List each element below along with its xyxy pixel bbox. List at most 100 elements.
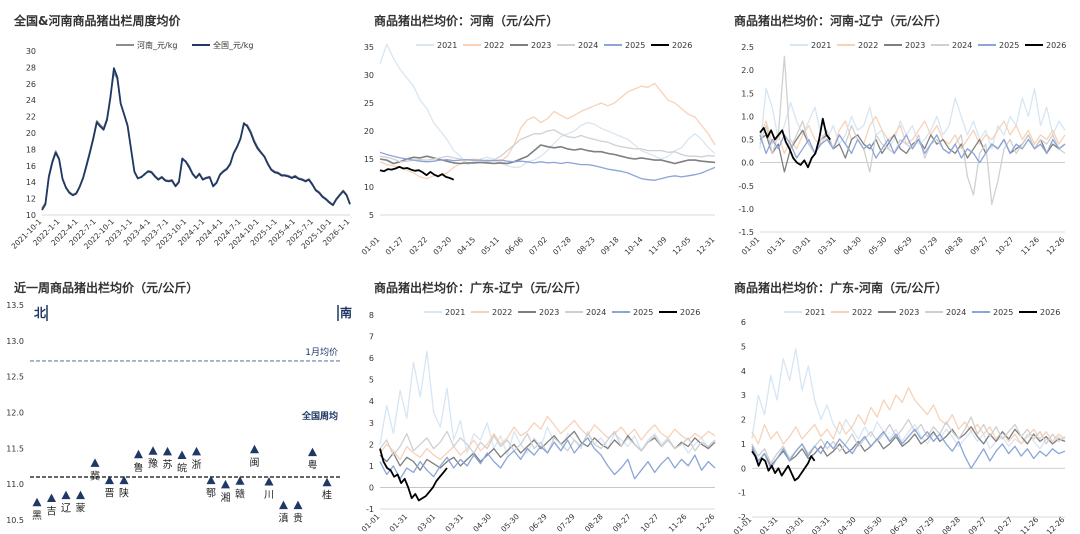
x-tick-label: 07-29	[555, 512, 577, 534]
x-tick-label: 09-27	[611, 512, 633, 534]
y-tick-label: 30	[26, 47, 36, 56]
y-tick-label: 4	[369, 397, 374, 406]
y-tick-label: 5	[369, 211, 374, 220]
y-tick-label: 1	[369, 462, 374, 471]
y-tick-label: -1	[738, 489, 746, 498]
x-tick-label: 04-30	[836, 515, 858, 534]
x-tick-label: 01-27	[384, 235, 406, 257]
y-tick-label: 1.5	[741, 89, 754, 98]
series-line-2023	[751, 426, 1066, 467]
y-tick-label: -2	[738, 513, 746, 522]
province-label: 浙	[192, 459, 202, 471]
series-line-2021	[751, 348, 1066, 450]
legend-label: 2025	[993, 308, 1013, 317]
x-tick-label: 04-30	[841, 235, 863, 257]
series-line-2025	[379, 151, 716, 181]
x-tick-label: 11-09	[647, 235, 669, 257]
series-line-2021	[379, 43, 716, 169]
y-tick-label: 3	[369, 419, 374, 428]
legend-label: 2022	[858, 41, 878, 50]
y-tick-label: 30	[364, 71, 374, 80]
x-tick-label: 01-01	[360, 512, 382, 534]
province-label: 桂	[322, 489, 332, 502]
x-tick-label: 07-02	[527, 235, 549, 257]
province-label: 吉	[47, 506, 57, 518]
x-tick-label: 10-27	[639, 512, 661, 534]
x-tick-label: 07-29	[918, 235, 940, 257]
y-tick-label: 2.0	[741, 66, 754, 75]
x-tick-label: 06-29	[892, 235, 914, 257]
x-tick-label: 09-27	[968, 235, 990, 257]
x-tick-label: 10-27	[992, 515, 1014, 534]
series-line-2023	[759, 129, 1066, 173]
province-marker	[47, 493, 56, 502]
chart-panel-guangdong-liaoning: 商品猪出栏均价：广东-辽宁（元/公斤） -1 0 1 2 3 4 5 6 7 8 01-01 01-3…	[360, 267, 720, 534]
province-label: 滇	[279, 512, 289, 525]
province-marker	[177, 450, 187, 459]
y-tick-label: 4	[741, 367, 746, 376]
y-tick-label: 0	[741, 464, 746, 473]
legend-label: 全国_元/kg	[213, 40, 253, 50]
province-marker	[163, 446, 172, 456]
x-tick-label: 12-31	[695, 235, 717, 257]
legend-label: 2022	[484, 41, 504, 50]
y-tick-label: 18	[26, 145, 36, 154]
province-marker	[293, 500, 303, 510]
x-tick-label: 01-01	[360, 235, 382, 257]
province-marker	[235, 476, 245, 485]
y-tick-label: 3	[741, 391, 746, 400]
x-tick-label: 01-31	[758, 515, 780, 534]
y-tick-label: 2	[369, 440, 374, 449]
province-label: 鄂	[206, 488, 216, 500]
x-tick-label: 08-28	[583, 512, 605, 534]
y-tick-label: -1	[366, 505, 374, 514]
x-tick-label: 06-29	[527, 512, 549, 534]
series-line-2024	[379, 129, 716, 163]
x-tick-label: 04-15	[455, 235, 477, 257]
x-tick-label: 08-28	[943, 235, 965, 257]
series-line-2022	[759, 115, 1066, 155]
series-line-2026	[759, 117, 831, 169]
province-label: 湘	[221, 491, 231, 504]
x-tick-label: 11-26	[1019, 235, 1041, 257]
chart-panel-weekly-provinces: 近一周商品猪出栏均价（元/公斤） 10.5 11.0 11.5 12.0 12.5 13.…	[0, 267, 360, 534]
y-tick-label: 15	[364, 155, 374, 164]
legend-label: 2021	[445, 308, 465, 317]
y-tick-label: 10.5	[6, 516, 24, 525]
ref-label-monthly-avg: 1月均价	[305, 346, 338, 358]
legend-label: 2025	[999, 41, 1019, 50]
x-tick-label: 04-30	[471, 512, 493, 534]
y-tick-label: 13.0	[6, 337, 24, 346]
x-tick-label: 10-27	[994, 235, 1016, 257]
y-tick-label: 5	[741, 342, 746, 351]
legend-label: 2023	[905, 41, 925, 50]
legend-label: 2026	[1046, 41, 1066, 50]
y-tick-label: 6	[741, 318, 746, 327]
x-tick-label: 09-18	[599, 235, 621, 257]
province-marker	[32, 497, 42, 507]
y-tick-label: -1.0	[738, 205, 754, 214]
x-tick-label: 01-31	[765, 235, 787, 257]
x-tick-label: 03-01	[784, 515, 806, 534]
chart-svg: -1 0 1 2 3 4 5 6 7 8 01-01 01-31 03-01 03-31 04-30 05-3…	[360, 308, 717, 534]
y-tick-label: 0	[369, 483, 374, 492]
x-tick-label: 12-05	[671, 235, 693, 257]
chart-svg: 10121416182022242628302021-10-12022-1-12…	[10, 40, 352, 251]
province-marker	[192, 446, 201, 456]
legend-label: 2026	[1040, 308, 1060, 317]
chart-panel-guangdong-henan: 商品猪出栏均价：广东-河南（元/公斤） -2 -1 0 1 2 3 4 5 6 01-01 01-3…	[720, 267, 1080, 534]
province-label: 粤	[308, 459, 318, 472]
x-tick-label: 05-30	[867, 235, 889, 257]
province-marker	[221, 479, 230, 489]
legend-label: 2021	[805, 308, 825, 317]
x-tick-label: 05-11	[479, 235, 501, 257]
y-tick-label: 6	[369, 354, 374, 363]
province-label: 陕	[119, 487, 129, 500]
series-line-2024	[751, 416, 1066, 465]
legend-label: 2023	[531, 41, 551, 50]
y-tick-label: 16	[26, 162, 36, 171]
y-tick-label: 1.0	[741, 112, 754, 121]
province-marker	[264, 477, 274, 486]
x-tick-label: 05-30	[499, 512, 521, 534]
province-label: 川	[264, 490, 274, 501]
